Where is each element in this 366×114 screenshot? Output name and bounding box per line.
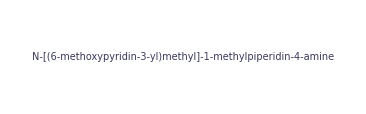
Text: N-[(6-methoxypyridin-3-yl)methyl]-1-methylpiperidin-4-amine: N-[(6-methoxypyridin-3-yl)methyl]-1-meth… <box>32 52 334 62</box>
